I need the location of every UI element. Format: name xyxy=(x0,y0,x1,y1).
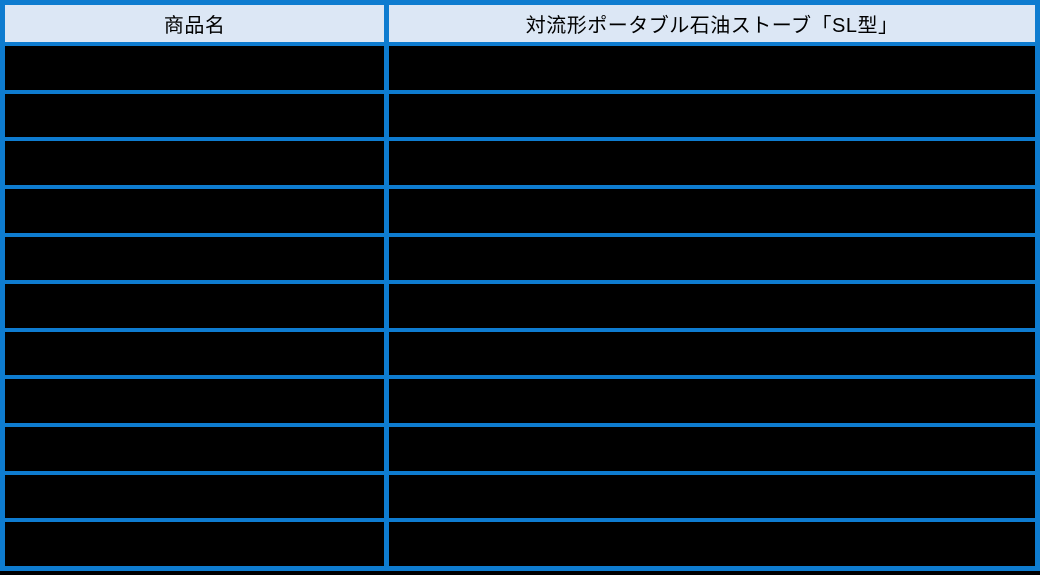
table-row xyxy=(5,379,1035,428)
table-row xyxy=(5,427,1035,475)
table-row xyxy=(5,331,1035,380)
empty-cell xyxy=(5,188,390,233)
empty-cell xyxy=(389,93,1035,138)
empty-cell xyxy=(389,379,1035,424)
empty-cell xyxy=(5,522,390,567)
empty-cell xyxy=(389,331,1035,376)
table-row xyxy=(5,188,1035,237)
empty-cell xyxy=(389,46,1035,90)
empty-cell xyxy=(5,46,390,90)
header-product-name-label: 商品名 xyxy=(5,5,390,42)
empty-cell xyxy=(5,427,390,471)
empty-cell xyxy=(5,474,390,519)
empty-cell xyxy=(389,236,1035,281)
table-header-row: 商品名 対流形ポータブル石油ストーブ「SL型」 xyxy=(5,5,1035,46)
empty-cell xyxy=(5,331,390,376)
table-body xyxy=(5,46,1035,567)
table-row xyxy=(5,93,1035,142)
empty-cell xyxy=(389,522,1035,567)
empty-cell xyxy=(389,284,1035,328)
empty-cell xyxy=(5,284,390,328)
table-row xyxy=(5,141,1035,189)
header-product-name-value: 対流形ポータブル石油ストーブ「SL型」 xyxy=(525,15,899,37)
table-row xyxy=(5,236,1035,285)
empty-cell xyxy=(5,141,390,185)
table-row xyxy=(5,46,1035,94)
empty-cell xyxy=(5,93,390,138)
empty-cell xyxy=(5,379,390,424)
table-row xyxy=(5,474,1035,523)
empty-cell xyxy=(389,188,1035,233)
empty-cell xyxy=(389,474,1035,519)
empty-cell xyxy=(389,427,1035,471)
empty-cell xyxy=(389,141,1035,185)
empty-cell xyxy=(5,236,390,281)
table-row xyxy=(5,284,1035,332)
table-row xyxy=(5,522,1035,567)
